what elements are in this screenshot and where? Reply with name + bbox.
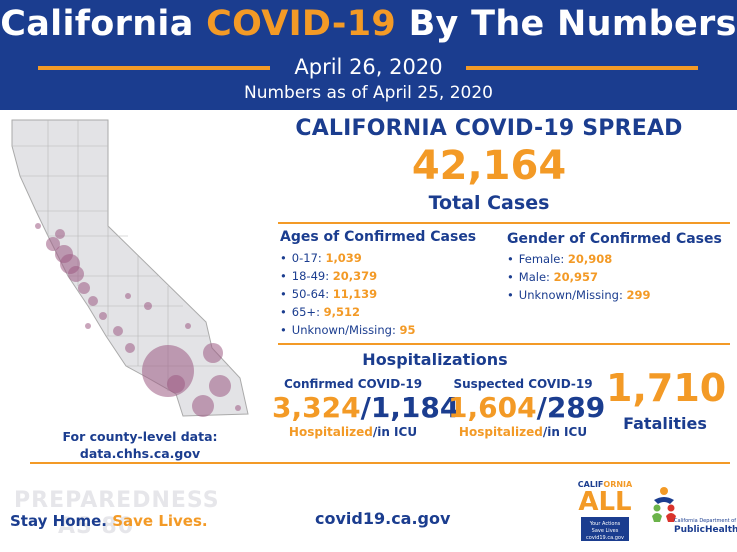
header-banner: California COVID-19 By The Numbers April…	[0, 0, 737, 110]
county-bubble	[88, 296, 98, 306]
divider-spread	[278, 222, 730, 224]
ages-title: Ages of Confirmed Cases	[280, 229, 477, 245]
county-bubble	[46, 237, 60, 251]
suspected-heading: Suspected COVID-19	[453, 377, 593, 391]
county-data-note: For county-level data: data.chhs.ca.gov	[40, 428, 240, 462]
county-bubble	[55, 229, 65, 239]
county-bubble	[85, 323, 91, 329]
list-item: Unknown/Missing: 95	[280, 321, 416, 339]
county-bubble-los-angeles	[142, 345, 194, 397]
california-all-logo: CALIFORNIA ALL Your Actions Save Lives c…	[575, 480, 635, 546]
county-bubble-san-diego	[192, 395, 214, 417]
total-cases-label: Total Cases	[428, 192, 550, 214]
suspected-hosp-block: Suspected COVID-19 1,604/289 Hospitalize…	[448, 377, 606, 439]
faded-stamp-text: PREPAREDNESS AS 80	[14, 488, 220, 539]
spread-title: CALIFORNIA COVID-19 SPREAD	[295, 116, 683, 141]
county-bubble	[99, 312, 107, 320]
list-item: Unknown/Missing: 299	[507, 286, 651, 304]
suspected-foot: Hospitalized/in ICU	[458, 425, 588, 439]
header-rule-right	[466, 66, 698, 70]
confirmed-numbers: 3,324/1,184	[272, 391, 460, 424]
ca-all-big: ALL	[578, 487, 632, 517]
gender-list: Female: 20,908 Male: 20,957 Unknown/Miss…	[507, 250, 651, 304]
list-item: 0-17: 1,039	[280, 249, 416, 267]
county-bubble	[125, 343, 135, 353]
county-bubble	[209, 375, 231, 397]
ages-list: 0-17: 1,039 18-49: 20,379 50-64: 11,139 …	[280, 249, 416, 339]
list-item: Male: 20,957	[507, 268, 651, 286]
total-cases-value: 42,164	[411, 143, 567, 189]
report-date: April 26, 2020	[294, 55, 443, 79]
ca-all-box: Your Actions Save Lives covid19.ca.gov	[581, 517, 629, 541]
confirmed-hosp-block: Confirmed COVID-19 3,324/1,184 Hospitali…	[272, 377, 460, 439]
county-bubble	[144, 302, 152, 310]
county-bubble	[35, 223, 41, 229]
title-part-california: California	[0, 4, 207, 44]
cdph-figures-icon	[652, 487, 676, 522]
title-part-numbers: By The Numbers	[396, 4, 737, 44]
cdph-name: PublicHealth	[674, 525, 737, 535]
divider-hosp	[278, 343, 730, 345]
slogan: Stay Home. Save Lives.	[10, 512, 208, 530]
county-bubble	[78, 282, 90, 294]
county-data-link[interactable]: data.chhs.ca.gov	[79, 446, 201, 461]
list-item: 65+: 9,512	[280, 303, 416, 321]
cdph-dept-line: California Department of	[674, 518, 736, 524]
hospitalizations-title: Hospitalizations	[362, 350, 508, 369]
county-bubble	[167, 375, 185, 393]
county-bubble	[68, 266, 84, 282]
case-bubbles	[35, 223, 241, 417]
cdph-logo: California Department of PublicHealth	[650, 484, 737, 546]
county-bubble	[125, 293, 131, 299]
california-outline	[11, 119, 249, 417]
website-link[interactable]: covid19.ca.gov	[315, 509, 451, 528]
county-bubble	[113, 326, 123, 336]
county-bubble	[235, 405, 241, 411]
gender-title: Gender of Confirmed Cases	[507, 231, 722, 247]
fatalities-label: Fatalities	[623, 414, 707, 433]
page-title: California COVID-19 By The Numbers	[0, 4, 737, 44]
title-part-covid: COVID-19	[206, 4, 397, 44]
list-item: Female: 20,908	[507, 250, 651, 268]
divider-footer	[30, 462, 730, 464]
fatalities-value: 1,710	[606, 366, 727, 410]
list-item: 50-64: 11,139	[280, 285, 416, 303]
data-as-of: Numbers as of April 25, 2020	[244, 83, 493, 103]
county-data-label: For county-level data:	[62, 429, 218, 444]
header-rule-left	[38, 66, 270, 70]
ca-all-wordmark: CALIFORNIA	[577, 480, 633, 489]
california-county-map	[11, 119, 249, 417]
confirmed-heading: Confirmed COVID-19	[283, 377, 423, 391]
county-bubble	[185, 323, 191, 329]
county-bubble	[203, 343, 223, 363]
list-item: 18-49: 20,379	[280, 267, 416, 285]
confirmed-foot: Hospitalized/in ICU	[288, 425, 418, 439]
suspected-numbers: 1,604/289	[448, 391, 606, 424]
